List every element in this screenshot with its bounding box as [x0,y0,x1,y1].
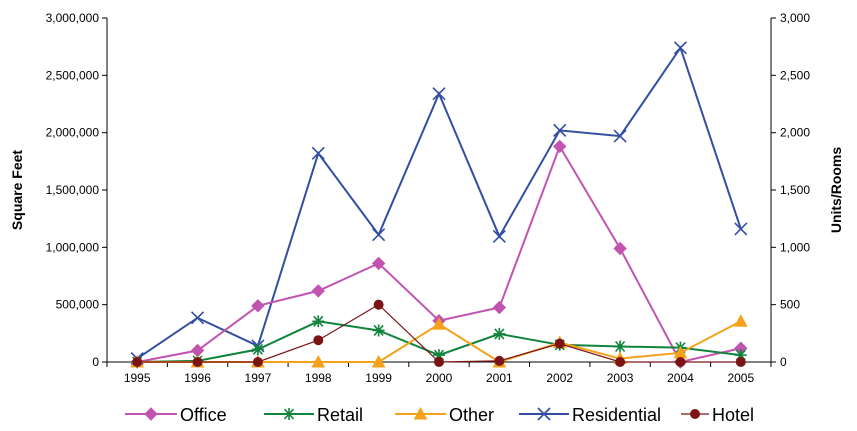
residential-point [432,87,446,101]
hotel-point [192,357,203,367]
retail-point [493,327,506,340]
y-tick-label: 500,000 [56,298,100,312]
legend-swatch-marker [537,407,551,421]
other-point [311,354,326,368]
x-tick-label: 2004 [667,371,694,385]
x-tick-label: 1999 [365,371,392,385]
legend-item-other: Other [395,405,494,425]
series-hotel [132,299,746,367]
residential-point [613,129,627,143]
y2-tick-label: 2,000 [780,126,810,140]
x-axis-ticks: 1995 1996 1997 1998 1999 2000 2001 2002 2003 2004… [106,362,772,385]
y-tick-label: 3,000,000 [46,11,100,25]
retail-point [433,349,445,362]
legend-label: Residential [572,405,661,425]
y2-tick-label: 2,500 [780,68,810,82]
y-tick-label: 1,000,000 [46,240,100,254]
office-point [613,241,627,256]
office-point [492,300,507,315]
legend-label: Office [180,405,227,425]
y2-tick-label: 3,000 [780,11,810,25]
residential-point [190,311,205,325]
y-tick-label: 2,000,000 [46,126,100,140]
legend-item-office: Office [125,405,227,425]
retail-point [614,340,627,353]
retail-point [734,349,747,362]
residential-point [673,41,688,55]
hotel-point [494,355,505,366]
hotel-point [132,357,143,367]
legend-swatch-marker [690,409,700,419]
legend-swatch-marker [413,406,428,420]
y2-tick-label: 1,500 [780,183,810,197]
x-tick-label: 2000 [426,371,453,385]
legend-swatch-marker [144,407,158,421]
y2-tick-label: 1,000 [780,240,810,254]
series-layer [130,41,748,369]
y-tick-label: 1,500,000 [46,183,100,197]
x-tick-label: 2002 [546,371,573,385]
y2-tick-label: 500 [780,298,800,312]
y2-tick-label: 0 [780,355,787,369]
x-tick-label: 1996 [184,371,211,385]
hotel-point [313,335,324,346]
residential-point [492,229,506,244]
legend-item-residential: Residential [519,405,661,425]
hotel-point [252,357,263,367]
office-point [553,139,567,154]
hotel-point [615,357,626,367]
left-axis-ticks: 0 500,000 1,000,000 1,500,000 2,000,000 2,500… [46,11,107,369]
legend-swatch-marker [283,408,295,420]
other-point [733,314,748,327]
other-point [371,354,386,368]
residential-point [311,146,325,160]
hotel-point [554,338,565,349]
x-tick-label: 1997 [245,371,272,385]
x-tick-label: 2003 [607,371,634,385]
hotel-point [735,357,746,367]
legend-label: Other [449,405,494,425]
y2-axis-title: Units/Rooms [828,147,844,234]
legend-label: Hotel [712,405,754,425]
x-tick-label: 2005 [727,371,754,385]
x-tick-label: 2001 [486,371,513,385]
retail-point [372,324,385,337]
residential-point [734,222,748,236]
x-tick-label: 1995 [124,371,151,385]
hotel-point [373,299,384,310]
x-tick-label: 1998 [305,371,332,385]
office-point [251,299,265,313]
legend-label: Retail [317,405,363,425]
legend-item-hotel: Hotel [681,405,754,425]
residential-point [372,228,386,242]
y-tick-label: 0 [92,355,99,369]
retail-point [312,315,325,328]
y-axis-title: Square Feet [9,150,25,230]
legend: Office Retail Other Residential Hotel [125,405,754,425]
y-tick-label: 2,500,000 [46,68,100,82]
hotel-point [675,357,686,367]
office-point [311,284,325,298]
retail-point [251,343,264,356]
right-axis-ticks: 0 500 1,000 1,500 2,000 2,500 3,000 [771,11,810,369]
residential-point [553,123,567,137]
other-point [432,317,446,330]
office-point [371,256,386,271]
legend-item-retail: Retail [264,405,363,425]
hotel-point [434,357,444,367]
